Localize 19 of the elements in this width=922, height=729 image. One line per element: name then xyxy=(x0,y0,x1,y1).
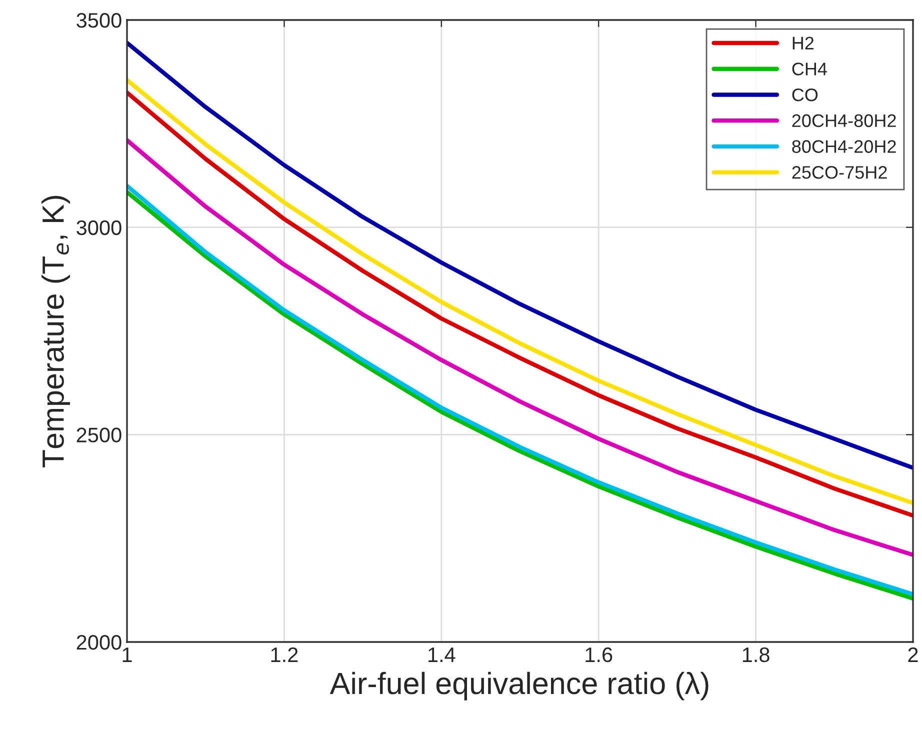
x-tick-label: 1.8 xyxy=(742,647,770,662)
y-tick-label: 3000 xyxy=(76,220,122,236)
legend-label: 20CH4-80H2 xyxy=(792,114,896,128)
line-series xyxy=(127,138,913,558)
legend-label: CO xyxy=(792,88,818,102)
legend-label: 25CO-75H2 xyxy=(792,166,887,179)
x-axis-title: Air-fuel equivalence ratio (λ) xyxy=(330,672,708,700)
x-tick-label: 2 xyxy=(908,647,918,662)
x-tick-label: 1.6 xyxy=(586,647,612,662)
x-tick-label: 1 xyxy=(122,648,132,662)
legend-label: 80CH4-20H2 xyxy=(792,140,896,153)
y-tick-label: 2000 xyxy=(76,635,122,650)
legend-label: CH4 xyxy=(792,62,827,76)
legend-label: H2 xyxy=(792,36,814,50)
x-tick-label: 1.4 xyxy=(428,648,456,662)
y-axis-title: Temperature (T$_{e}$, K) xyxy=(42,196,70,468)
x-tick-label: 1.2 xyxy=(271,647,298,662)
y-tick-label: 2500 xyxy=(76,428,122,442)
y-tick-label: 3500 xyxy=(76,13,122,28)
